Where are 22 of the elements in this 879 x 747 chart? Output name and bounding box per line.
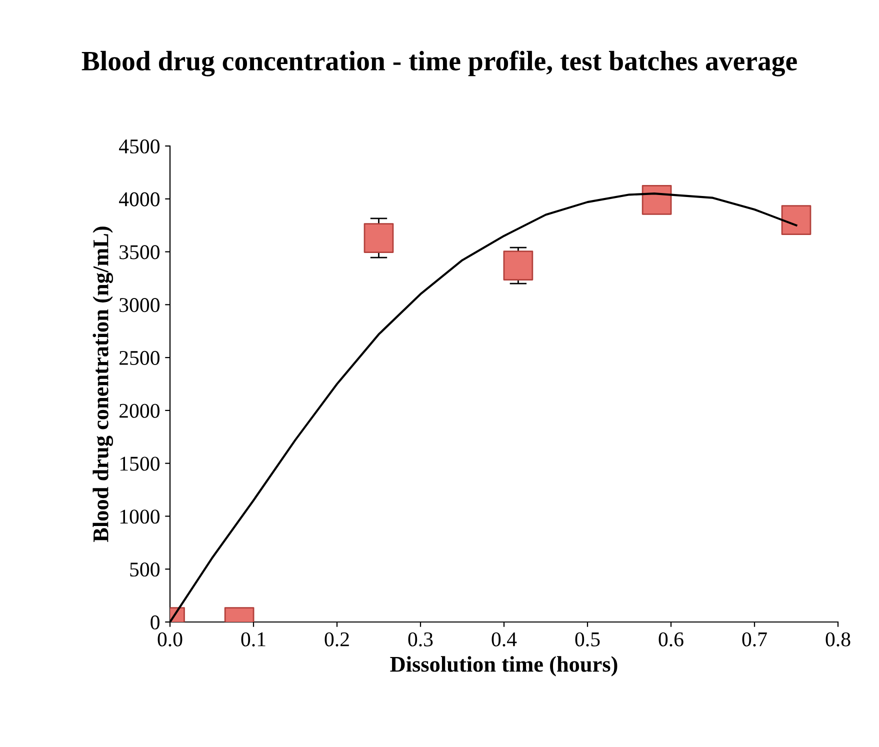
x-tick-label: 0.6	[658, 632, 684, 646]
y-tick-label: 1500	[120, 456, 160, 471]
x-axis-title: Dissolution time (hours)	[390, 656, 618, 676]
x-tick-label: 0.7	[742, 632, 767, 646]
x-tick-label: 0.2	[324, 632, 349, 646]
y-tick-label: 2500	[120, 350, 160, 365]
y-axis-title: Blood drug conentration (ng/mL)	[92, 226, 114, 542]
x-tick-label: 0.3	[408, 632, 433, 646]
x-tick-label: 0.8	[826, 632, 850, 646]
x-tick-label: 0.4	[492, 632, 517, 646]
y-tick-label: 1000	[120, 510, 160, 524]
y-tick-label: 4500	[119, 139, 160, 154]
chart-title: Blood drug concentration - time profile, test batches average	[82, 50, 797, 76]
y-tick-label: 3000	[120, 298, 160, 312]
x-tick-label: 0.1	[241, 632, 266, 646]
y-tick-label: 3500	[120, 245, 160, 260]
y-tick-label: 2000	[120, 404, 160, 418]
x-tick-label: 0.5	[575, 632, 600, 646]
x-tick-label: 0.0	[158, 632, 182, 646]
y-tick-label: 500	[130, 562, 160, 577]
y-tick-label: 0	[150, 615, 160, 630]
y-tick-label: 4000	[119, 192, 160, 206]
